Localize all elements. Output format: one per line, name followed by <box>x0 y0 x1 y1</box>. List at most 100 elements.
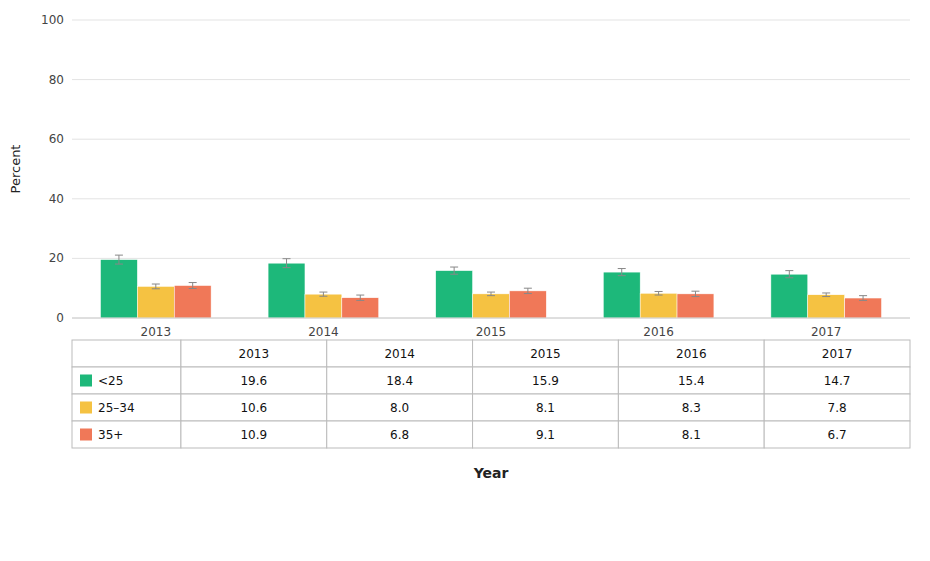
legend-swatch <box>80 375 92 387</box>
table-cell <box>72 340 181 367</box>
table-header: 2013 <box>239 347 270 361</box>
error-bar <box>115 255 123 264</box>
error-bars <box>115 255 793 278</box>
table-cell <box>764 394 910 421</box>
table-header: 2014 <box>384 347 415 361</box>
grid-line <box>72 139 910 140</box>
legend-label: 25–34 <box>98 401 135 415</box>
table-cell <box>618 421 764 448</box>
bar <box>137 286 174 318</box>
table-value: 8.3 <box>682 401 701 415</box>
error-bar <box>655 291 663 295</box>
bar <box>473 294 510 318</box>
table-cell <box>618 367 764 394</box>
bar <box>174 286 211 318</box>
table-header: 2016 <box>676 347 707 361</box>
table-value: 18.4 <box>386 374 413 388</box>
bar <box>603 272 640 318</box>
table-value: 7.8 <box>828 401 847 415</box>
table-cell <box>618 394 764 421</box>
table-value: 6.8 <box>390 428 409 442</box>
table-cell <box>764 340 910 367</box>
grid-line <box>72 20 910 21</box>
bar <box>640 293 677 318</box>
table-cell <box>473 421 619 448</box>
table-value: 15.4 <box>678 374 705 388</box>
x-tick-label: 2013 <box>141 325 172 339</box>
y-tick-label: 60 <box>49 132 64 146</box>
table-value: 9.1 <box>536 428 555 442</box>
table-cell <box>764 421 910 448</box>
x-axis-label: Year <box>473 465 509 481</box>
error-bar <box>283 259 291 268</box>
table-value: 8.1 <box>536 401 555 415</box>
grid-line <box>72 258 910 259</box>
grid-line <box>72 318 910 319</box>
y-tick-label: 80 <box>49 73 64 87</box>
error-bars <box>189 283 867 301</box>
error-bar <box>487 292 495 296</box>
table-header: 2017 <box>822 347 853 361</box>
bar <box>436 271 473 318</box>
error-bar <box>618 269 626 276</box>
x-tick-label: 2014 <box>308 325 339 339</box>
table-cell <box>181 367 327 394</box>
bar <box>808 295 845 318</box>
table-cell <box>72 367 181 394</box>
table-value: 8.0 <box>390 401 409 415</box>
table-cell <box>181 394 327 421</box>
table-cell <box>327 421 473 448</box>
table-cell <box>181 421 327 448</box>
table-value: 6.7 <box>828 428 847 442</box>
grid <box>72 20 910 318</box>
x-axis-line <box>72 318 910 319</box>
table-cell <box>618 340 764 367</box>
table-value: 10.6 <box>240 401 267 415</box>
legend-label: 35+ <box>98 428 123 442</box>
plot-area <box>100 255 881 318</box>
table-cell <box>473 394 619 421</box>
error-bar <box>691 291 699 296</box>
table-cell <box>473 340 619 367</box>
y-tick-label: 40 <box>49 192 64 206</box>
table-value: 19.6 <box>240 374 267 388</box>
table-cell <box>327 394 473 421</box>
x-tick-label: 2015 <box>476 325 507 339</box>
grid-line <box>72 198 910 199</box>
bar <box>268 263 305 318</box>
error-bar <box>356 295 364 300</box>
bar <box>305 294 342 318</box>
table: 20132014201520162017<2519.618.415.915.41… <box>72 340 910 448</box>
grid-line <box>72 79 910 80</box>
y-ticks: 020406080100 <box>41 13 64 325</box>
chart: 020406080100Percent201320142015201620172… <box>0 0 930 561</box>
series <box>100 260 807 318</box>
error-bar <box>152 284 160 289</box>
bar <box>509 291 546 318</box>
table-value: 15.9 <box>532 374 559 388</box>
series <box>174 286 881 318</box>
bar <box>771 274 808 318</box>
y-tick-label: 100 <box>41 13 64 27</box>
error-bars <box>152 284 830 297</box>
error-bar <box>524 288 532 293</box>
bar <box>845 298 882 318</box>
table-value: 10.9 <box>240 428 267 442</box>
table-cell <box>473 367 619 394</box>
legend-swatch <box>80 402 92 414</box>
y-tick-label: 20 <box>49 251 64 265</box>
x-ticks: 20132014201520162017 <box>141 325 842 339</box>
table-value: 8.1 <box>682 428 701 442</box>
error-bar <box>822 293 830 297</box>
error-bar <box>450 267 458 274</box>
error-bar <box>189 283 197 289</box>
legend-label: <25 <box>98 374 123 388</box>
error-bar <box>859 296 867 301</box>
table-cell <box>72 421 181 448</box>
bar <box>677 294 714 318</box>
table-cell <box>327 367 473 394</box>
table-cell <box>181 340 327 367</box>
x-tick-label: 2016 <box>643 325 674 339</box>
table-value: 14.7 <box>824 374 851 388</box>
table-cell <box>327 340 473 367</box>
